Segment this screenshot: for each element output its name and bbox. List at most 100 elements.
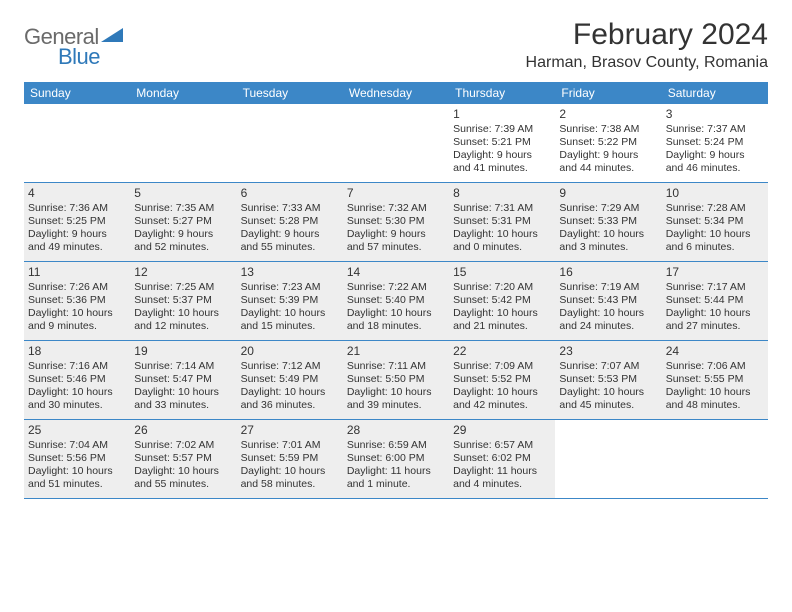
- day-number: 1: [453, 107, 551, 122]
- day-header-wednesday: Wednesday: [343, 82, 449, 104]
- brand-logo: General Blue: [24, 18, 123, 50]
- day-number: 11: [28, 265, 126, 280]
- sunset-text: Sunset: 5:55 PM: [666, 373, 764, 386]
- day-number: 12: [134, 265, 232, 280]
- calendar-cell: 28Sunrise: 6:59 AMSunset: 6:00 PMDayligh…: [343, 420, 449, 498]
- daylight-text: Daylight: 10 hours and 24 minutes.: [559, 307, 657, 333]
- sunrise-text: Sunrise: 7:20 AM: [453, 281, 551, 294]
- sunset-text: Sunset: 5:53 PM: [559, 373, 657, 386]
- day-number: 21: [347, 344, 445, 359]
- calendar-cell: 2Sunrise: 7:38 AMSunset: 5:22 PMDaylight…: [555, 104, 661, 182]
- daylight-text: Daylight: 10 hours and 39 minutes.: [347, 386, 445, 412]
- sunrise-text: Sunrise: 7:36 AM: [28, 202, 126, 215]
- calendar-cell: 23Sunrise: 7:07 AMSunset: 5:53 PMDayligh…: [555, 341, 661, 419]
- calendar-cell: [24, 104, 130, 182]
- sunset-text: Sunset: 5:43 PM: [559, 294, 657, 307]
- sunset-text: Sunset: 5:50 PM: [347, 373, 445, 386]
- sunrise-text: Sunrise: 7:17 AM: [666, 281, 764, 294]
- day-header-tuesday: Tuesday: [237, 82, 343, 104]
- sunset-text: Sunset: 5:34 PM: [666, 215, 764, 228]
- sunset-text: Sunset: 6:02 PM: [453, 452, 551, 465]
- daylight-text: Daylight: 10 hours and 48 minutes.: [666, 386, 764, 412]
- sunrise-text: Sunrise: 7:16 AM: [28, 360, 126, 373]
- sunrise-text: Sunrise: 7:01 AM: [241, 439, 339, 452]
- location-subtitle: Harman, Brasov County, Romania: [526, 54, 768, 72]
- sunset-text: Sunset: 5:56 PM: [28, 452, 126, 465]
- daylight-text: Daylight: 10 hours and 45 minutes.: [559, 386, 657, 412]
- sunrise-text: Sunrise: 7:22 AM: [347, 281, 445, 294]
- calendar-cell: 29Sunrise: 6:57 AMSunset: 6:02 PMDayligh…: [449, 420, 555, 498]
- logo-triangle-icon: [101, 28, 123, 46]
- sunset-text: Sunset: 5:27 PM: [134, 215, 232, 228]
- sunrise-text: Sunrise: 7:14 AM: [134, 360, 232, 373]
- calendar-cell: [130, 104, 236, 182]
- sunset-text: Sunset: 5:33 PM: [559, 215, 657, 228]
- sunrise-text: Sunrise: 6:59 AM: [347, 439, 445, 452]
- sunrise-text: Sunrise: 7:11 AM: [347, 360, 445, 373]
- calendar-cell: 15Sunrise: 7:20 AMSunset: 5:42 PMDayligh…: [449, 262, 555, 340]
- daylight-text: Daylight: 10 hours and 12 minutes.: [134, 307, 232, 333]
- sunrise-text: Sunrise: 7:33 AM: [241, 202, 339, 215]
- calendar-cell: 8Sunrise: 7:31 AMSunset: 5:31 PMDaylight…: [449, 183, 555, 261]
- day-number: 19: [134, 344, 232, 359]
- sunrise-text: Sunrise: 7:39 AM: [453, 123, 551, 136]
- calendar-cell: 11Sunrise: 7:26 AMSunset: 5:36 PMDayligh…: [24, 262, 130, 340]
- day-number: 10: [666, 186, 764, 201]
- day-number: 22: [453, 344, 551, 359]
- sunrise-text: Sunrise: 7:28 AM: [666, 202, 764, 215]
- sunset-text: Sunset: 5:46 PM: [28, 373, 126, 386]
- daylight-text: Daylight: 9 hours and 52 minutes.: [134, 228, 232, 254]
- day-header-thursday: Thursday: [449, 82, 555, 104]
- sunrise-text: Sunrise: 7:25 AM: [134, 281, 232, 294]
- sunset-text: Sunset: 5:39 PM: [241, 294, 339, 307]
- daylight-text: Daylight: 10 hours and 0 minutes.: [453, 228, 551, 254]
- calendar: Sunday Monday Tuesday Wednesday Thursday…: [24, 82, 768, 499]
- day-number: 2: [559, 107, 657, 122]
- day-number: 5: [134, 186, 232, 201]
- day-number: 25: [28, 423, 126, 438]
- daylight-text: Daylight: 10 hours and 21 minutes.: [453, 307, 551, 333]
- week-row: 25Sunrise: 7:04 AMSunset: 5:56 PMDayligh…: [24, 420, 768, 499]
- month-title: February 2024: [526, 18, 768, 52]
- sunset-text: Sunset: 5:44 PM: [666, 294, 764, 307]
- daylight-text: Daylight: 9 hours and 44 minutes.: [559, 149, 657, 175]
- daylight-text: Daylight: 11 hours and 1 minute.: [347, 465, 445, 491]
- day-number: 29: [453, 423, 551, 438]
- sunset-text: Sunset: 5:42 PM: [453, 294, 551, 307]
- daylight-text: Daylight: 10 hours and 6 minutes.: [666, 228, 764, 254]
- week-row: 1Sunrise: 7:39 AMSunset: 5:21 PMDaylight…: [24, 104, 768, 183]
- day-header-friday: Friday: [555, 82, 661, 104]
- day-number: 18: [28, 344, 126, 359]
- sunset-text: Sunset: 5:25 PM: [28, 215, 126, 228]
- daylight-text: Daylight: 10 hours and 36 minutes.: [241, 386, 339, 412]
- calendar-cell: [237, 104, 343, 182]
- sunrise-text: Sunrise: 7:31 AM: [453, 202, 551, 215]
- calendar-cell: [555, 420, 661, 498]
- calendar-cell: 22Sunrise: 7:09 AMSunset: 5:52 PMDayligh…: [449, 341, 555, 419]
- calendar-cell: 20Sunrise: 7:12 AMSunset: 5:49 PMDayligh…: [237, 341, 343, 419]
- sunrise-text: Sunrise: 7:06 AM: [666, 360, 764, 373]
- sunrise-text: Sunrise: 7:29 AM: [559, 202, 657, 215]
- day-number: 26: [134, 423, 232, 438]
- sunrise-text: Sunrise: 7:09 AM: [453, 360, 551, 373]
- daylight-text: Daylight: 9 hours and 57 minutes.: [347, 228, 445, 254]
- day-number: 6: [241, 186, 339, 201]
- day-header-sunday: Sunday: [24, 82, 130, 104]
- calendar-cell: 7Sunrise: 7:32 AMSunset: 5:30 PMDaylight…: [343, 183, 449, 261]
- calendar-cell: 12Sunrise: 7:25 AMSunset: 5:37 PMDayligh…: [130, 262, 236, 340]
- calendar-cell: 9Sunrise: 7:29 AMSunset: 5:33 PMDaylight…: [555, 183, 661, 261]
- daylight-text: Daylight: 10 hours and 30 minutes.: [28, 386, 126, 412]
- calendar-cell: 14Sunrise: 7:22 AMSunset: 5:40 PMDayligh…: [343, 262, 449, 340]
- sunrise-text: Sunrise: 7:12 AM: [241, 360, 339, 373]
- title-block: February 2024 Harman, Brasov County, Rom…: [526, 18, 768, 72]
- sunrise-text: Sunrise: 7:32 AM: [347, 202, 445, 215]
- calendar-cell: 26Sunrise: 7:02 AMSunset: 5:57 PMDayligh…: [130, 420, 236, 498]
- calendar-cell: 17Sunrise: 7:17 AMSunset: 5:44 PMDayligh…: [662, 262, 768, 340]
- day-number: 7: [347, 186, 445, 201]
- sunset-text: Sunset: 5:47 PM: [134, 373, 232, 386]
- calendar-cell: 3Sunrise: 7:37 AMSunset: 5:24 PMDaylight…: [662, 104, 768, 182]
- sunrise-text: Sunrise: 7:38 AM: [559, 123, 657, 136]
- day-number: 16: [559, 265, 657, 280]
- sunset-text: Sunset: 6:00 PM: [347, 452, 445, 465]
- sunset-text: Sunset: 5:52 PM: [453, 373, 551, 386]
